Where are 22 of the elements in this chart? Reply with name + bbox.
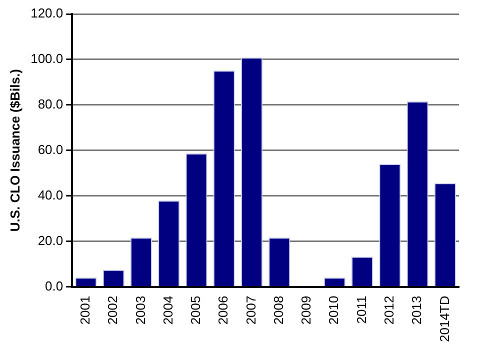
y-tick-label: 0.0 bbox=[45, 278, 64, 294]
y-tick-label: 100.0 bbox=[30, 51, 64, 66]
y-tick-label: 80.0 bbox=[38, 96, 64, 112]
x-tick-label: 2008 bbox=[270, 296, 286, 325]
x-tick-label: 2009 bbox=[298, 296, 314, 325]
x-tick-label: 2004 bbox=[160, 296, 176, 325]
x-tick-label: 2001 bbox=[78, 296, 93, 325]
x-tick-label: 2011 bbox=[354, 296, 369, 324]
x-tick-label: 2003 bbox=[132, 296, 148, 325]
y-tick-label: 60.0 bbox=[38, 142, 64, 157]
y-tick-label: 120.0 bbox=[30, 6, 64, 21]
x-tick-label: 2002 bbox=[105, 296, 120, 325]
x-tick-label: 2005 bbox=[188, 296, 204, 325]
x-tick-label: 2010 bbox=[326, 296, 342, 325]
x-tick-label: 2014TD bbox=[436, 296, 452, 342]
x-tick-label: 2006 bbox=[216, 296, 231, 325]
x-tick-label: 2012 bbox=[381, 296, 396, 325]
y-tick-label: 40.0 bbox=[38, 187, 64, 202]
y-tick-label: 20.0 bbox=[38, 232, 64, 248]
x-tick-label: 2007 bbox=[243, 296, 258, 325]
x-tick-label: 2013 bbox=[409, 296, 424, 325]
y-axis-title: U.S. CLO Issuance ($Bils.) bbox=[7, 69, 22, 232]
